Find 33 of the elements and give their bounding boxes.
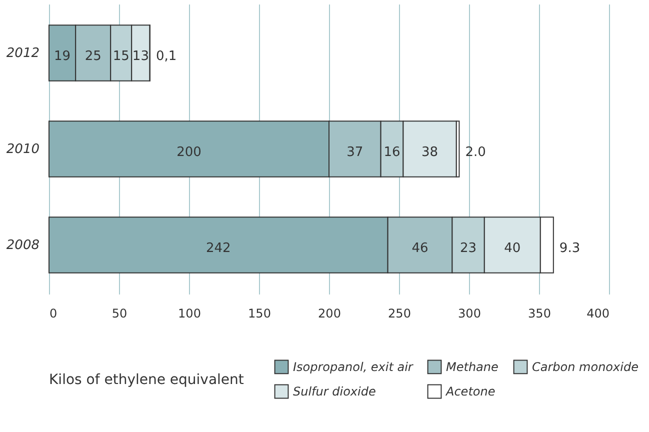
x-tick-label: 400 [586,306,610,320]
data-label: 16 [384,145,400,160]
data-label: 25 [84,48,102,64]
x-tick-label: 350 [528,306,551,320]
x-tick-label: 50 [112,306,128,320]
data-label: 242 [206,241,231,256]
data-label: 19 [54,48,71,64]
data-label: 46 [412,241,428,256]
legend-label: Sulfur dioxide [293,384,376,398]
data-label: 200 [176,145,202,160]
data-label: 9.3 [559,241,580,256]
data-label: 40 [504,241,521,256]
y-tick-label: 2012 [6,46,40,61]
legend-label: Acetone [445,384,496,398]
y-tick-label: 2008 [6,238,40,254]
data-label: 23 [460,241,477,256]
data-label: 0,1 [156,48,177,64]
data-label: 15 [112,48,130,64]
x-tick-label: 250 [388,306,411,320]
x-tick-label: 150 [248,306,271,320]
legend-label: Methane [446,360,498,374]
data-label: 13 [132,48,149,64]
x-tick-label: 300 [458,306,481,320]
y-tick-label: 2010 [6,142,40,157]
x-tick-label: 100 [178,306,201,320]
data-label: 37 [346,145,364,160]
legend-label: Carbon monoxide [532,360,638,374]
x-tick-label: 0 [50,306,58,320]
data-label: 38 [422,145,438,160]
data-label: 2.0 [465,145,486,160]
legend-title: Kilos of ethylene equivalent [49,372,244,388]
x-tick-label: 200 [318,306,341,320]
legend-label: Isopropanol, exit air [293,360,414,374]
